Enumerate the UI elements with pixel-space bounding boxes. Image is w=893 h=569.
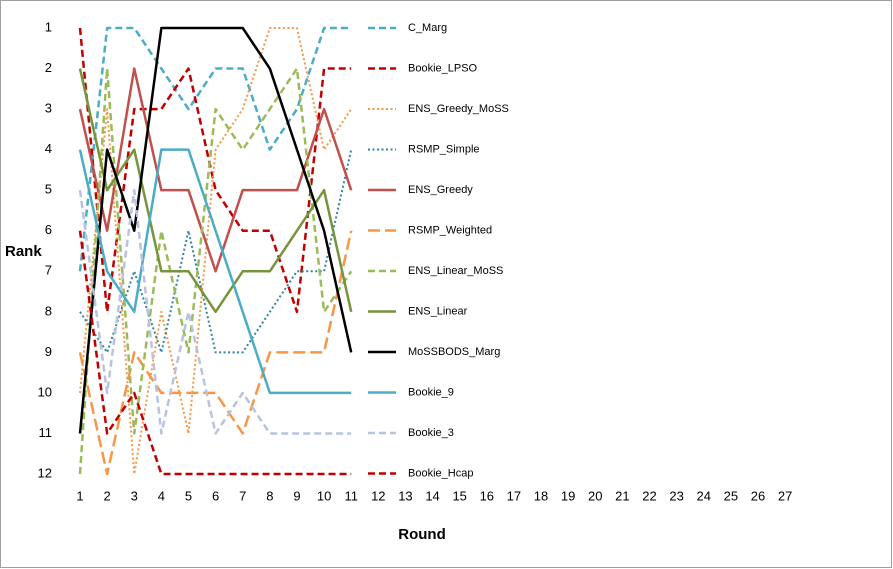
y-tick-label: 6 [45, 222, 52, 237]
series-line [78, 68, 353, 314]
x-tick-label: 7 [239, 488, 246, 503]
legend-label: Bookie_Hcap [408, 467, 473, 479]
x-tick-label: 13 [398, 488, 412, 503]
legend-label: ENS_Linear_MoSS [408, 265, 503, 277]
legend-label: C_Marg [408, 22, 447, 34]
x-tick-label: 21 [615, 488, 629, 503]
x-tick-label: 2 [104, 488, 111, 503]
x-tick-label: 14 [425, 488, 439, 503]
legend-label: MoSSBODS_Marg [408, 346, 500, 358]
x-tick-label: 17 [507, 488, 521, 503]
y-axis-label: Rank [5, 243, 42, 260]
series-line [78, 67, 353, 475]
series-line [78, 27, 352, 314]
series-line [78, 26, 353, 434]
y-tick-label: 2 [45, 60, 52, 75]
x-tick-label: 8 [266, 488, 273, 503]
x-tick-label: 22 [642, 488, 656, 503]
x-tick-label: 23 [669, 488, 683, 503]
x-tick-label: 15 [452, 488, 466, 503]
y-tick-label: 12 [38, 465, 52, 480]
y-tick-label: 10 [38, 384, 52, 399]
x-tick-label: 16 [480, 488, 494, 503]
legend-label: Bookie_9 [408, 386, 454, 398]
y-tick-label: 8 [45, 303, 52, 318]
series-line [78, 230, 353, 476]
x-tick-label: 3 [131, 488, 138, 503]
y-tick-label: 3 [45, 101, 52, 116]
x-tick-label: 18 [534, 488, 548, 503]
y-tick-label: 4 [45, 141, 52, 156]
series-line [78, 26, 352, 272]
x-tick-label: 27 [778, 488, 792, 503]
x-tick-label: 20 [588, 488, 602, 503]
series-line [78, 148, 352, 395]
x-tick-label: 6 [212, 488, 219, 503]
legend-label: ENS_Greedy_MoSS [408, 103, 509, 115]
legend-label: Bookie_3 [408, 427, 454, 439]
y-tick-label: 9 [45, 344, 52, 359]
x-tick-label: 19 [561, 488, 575, 503]
x-tick-label: 25 [724, 488, 738, 503]
x-tick-label: 9 [293, 488, 300, 503]
x-axis-label: Round [398, 526, 445, 543]
x-tick-label: 26 [751, 488, 765, 503]
series-line [78, 230, 352, 476]
series-line [78, 188, 352, 435]
y-tick-label: 7 [45, 263, 52, 278]
legend-label: RSMP_Weighted [408, 224, 492, 236]
x-tick-label: 24 [697, 488, 711, 503]
legend-label: ENS_Greedy [408, 184, 473, 196]
x-tick-label: 11 [344, 488, 358, 503]
x-tick-label: 1 [76, 488, 83, 503]
x-tick-label: 4 [158, 488, 165, 503]
legend-label: ENS_Linear [408, 305, 468, 317]
series-line [79, 149, 353, 354]
series-line [78, 67, 353, 273]
x-tick-label: 10 [317, 488, 331, 503]
y-tick-label: 1 [45, 19, 52, 34]
y-tick-label: 5 [45, 182, 52, 197]
y-tick-label: 11 [39, 425, 53, 440]
x-tick-label: 5 [185, 488, 192, 503]
series-line [79, 27, 353, 475]
legend-label: RSMP_Simple [408, 143, 480, 155]
legend-label: Bookie_LPSO [408, 62, 478, 74]
x-tick-label: 12 [371, 488, 385, 503]
